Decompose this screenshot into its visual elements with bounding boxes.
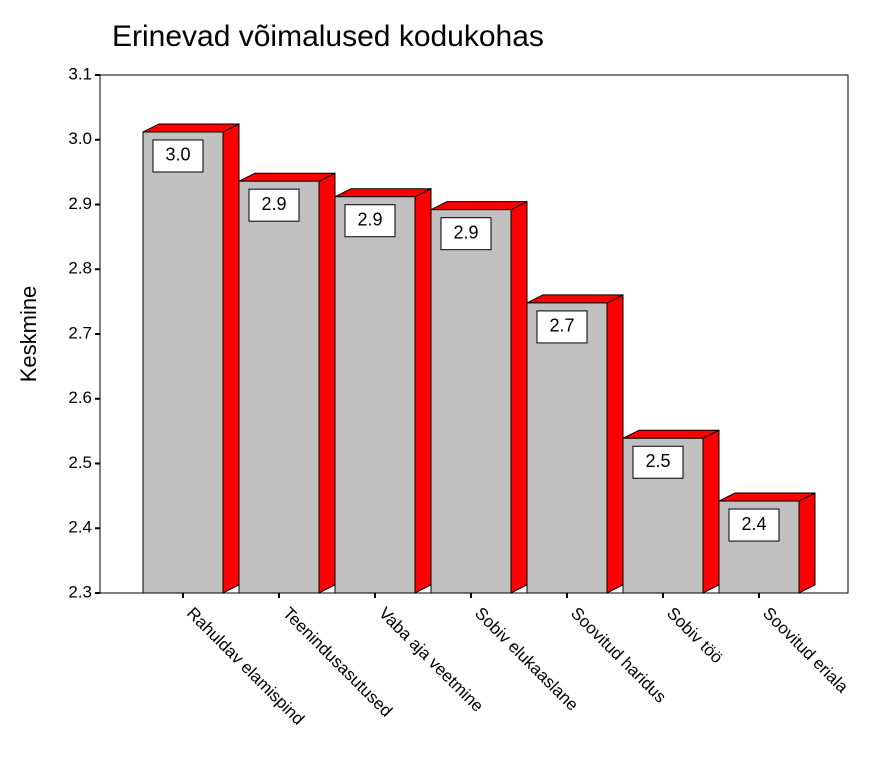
y-tick-label: 2.6 [68,388,92,407]
value-label: 2.9 [453,222,478,242]
bar [142,131,224,594]
y-tick-label: 2.7 [68,323,92,342]
bar [526,302,608,594]
value-label-box [728,508,780,542]
x-tick-label: Soovitud eriala [759,604,852,697]
bar-top [142,123,240,133]
bar-top [622,429,720,439]
y-tick-label: 2.5 [68,453,92,472]
x-tick-label: Soovitud haridus [567,604,670,707]
value-label-box [248,188,300,222]
y-tick-label: 3.1 [68,64,92,83]
value-label: 2.9 [261,194,286,214]
value-label: 2.7 [549,316,574,336]
value-label-box [152,139,204,173]
bar-top [238,172,336,182]
bar-side [702,429,720,594]
y-tick-label: 2.4 [68,518,92,537]
y-axis-label: Keskmine [16,286,41,383]
x-tick-label: Sobiv töö [663,604,727,668]
y-tick-label: 2.8 [68,259,92,278]
bar-side [606,294,624,594]
bar-side [414,187,432,594]
x-tick-label: Vaba aja veetmine [375,604,487,716]
value-label: 2.4 [741,514,766,534]
bar [430,209,512,594]
value-label-box [344,204,396,238]
value-label-box [632,445,684,479]
bar-side [798,492,816,594]
y-tick-label: 2.3 [68,582,92,601]
bar-top [718,492,816,502]
bar [238,180,320,594]
chart-title: Erinevad võimalused kodukohas [112,20,544,53]
y-tick-label: 2.9 [68,194,92,213]
bar [334,196,416,594]
bar-side [510,200,528,594]
value-label: 3.0 [165,145,190,165]
bar-top [526,294,624,304]
x-tick-label: Sobiv elukaaslane [471,604,582,715]
bar-top [334,188,432,198]
bar-side [222,123,240,594]
value-label-box [440,217,492,251]
bar-top [430,201,528,211]
value-label: 2.5 [645,451,670,471]
bar-side [318,172,336,594]
value-label-box [536,310,588,344]
y-tick-label: 3.0 [68,129,92,148]
value-label: 2.9 [357,209,382,229]
